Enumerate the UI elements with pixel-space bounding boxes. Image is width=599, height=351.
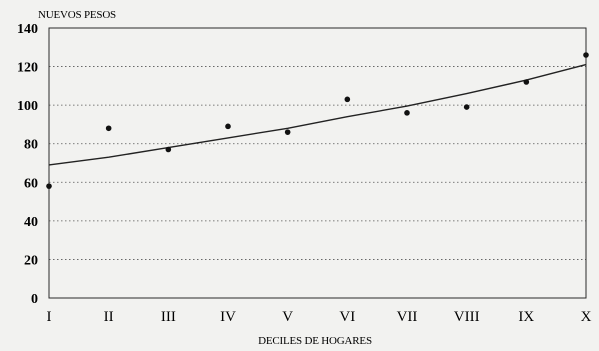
x-tick-label-VI: VI [339, 309, 355, 325]
x-tick-label-I: I [47, 309, 52, 325]
y-tick-label-140: 140 [17, 22, 38, 37]
y-ticks: 0 20 40 60 80 100 120 140 [17, 22, 38, 307]
grid [49, 66, 586, 260]
x-tick-label-VIII: VIII [454, 309, 480, 325]
data-point-VI [344, 96, 351, 103]
plot-frame [48, 27, 587, 299]
data-point-I [46, 183, 52, 189]
x-tick-label-VII: VII [397, 309, 418, 325]
data-point-III [165, 146, 172, 153]
y-tick-label-20: 20 [24, 253, 38, 268]
y-tick-label-0: 0 [31, 292, 38, 307]
data-point-VIII [463, 104, 470, 110]
data-point-V [284, 129, 291, 135]
axes [48, 27, 587, 299]
y-tick-label-40: 40 [24, 215, 38, 230]
trend-line [48, 63, 587, 166]
y-tick-label-100: 100 [17, 99, 38, 114]
y-axis-title: NUEVOS PESOS [38, 9, 116, 21]
data-point-VII [404, 110, 410, 116]
series [46, 52, 589, 189]
y-tick-label-120: 120 [17, 61, 38, 76]
x-tick-label-X: X [581, 309, 592, 325]
x-ticks: I II III IV V VI VII VIII IX X [47, 309, 592, 325]
x-tick-label-IX: IX [518, 309, 534, 325]
x-tick-label-II: II [104, 309, 114, 325]
y-tick-label-80: 80 [24, 138, 38, 153]
x-tick-label-V: V [282, 309, 293, 325]
x-axis-title: DECILES DE HOGARES [258, 335, 372, 347]
x-tick-label-III: III [161, 309, 176, 325]
x-tick-label-IV: IV [220, 309, 236, 325]
y-tick-label-60: 60 [24, 176, 38, 191]
data-point-IV [225, 123, 231, 130]
data-point-IX [523, 79, 530, 85]
data-point-X [583, 52, 589, 58]
data-point-II [105, 125, 112, 132]
